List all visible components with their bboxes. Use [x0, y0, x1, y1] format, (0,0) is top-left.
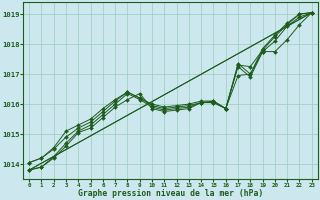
X-axis label: Graphe pression niveau de la mer (hPa): Graphe pression niveau de la mer (hPa) — [78, 189, 263, 198]
